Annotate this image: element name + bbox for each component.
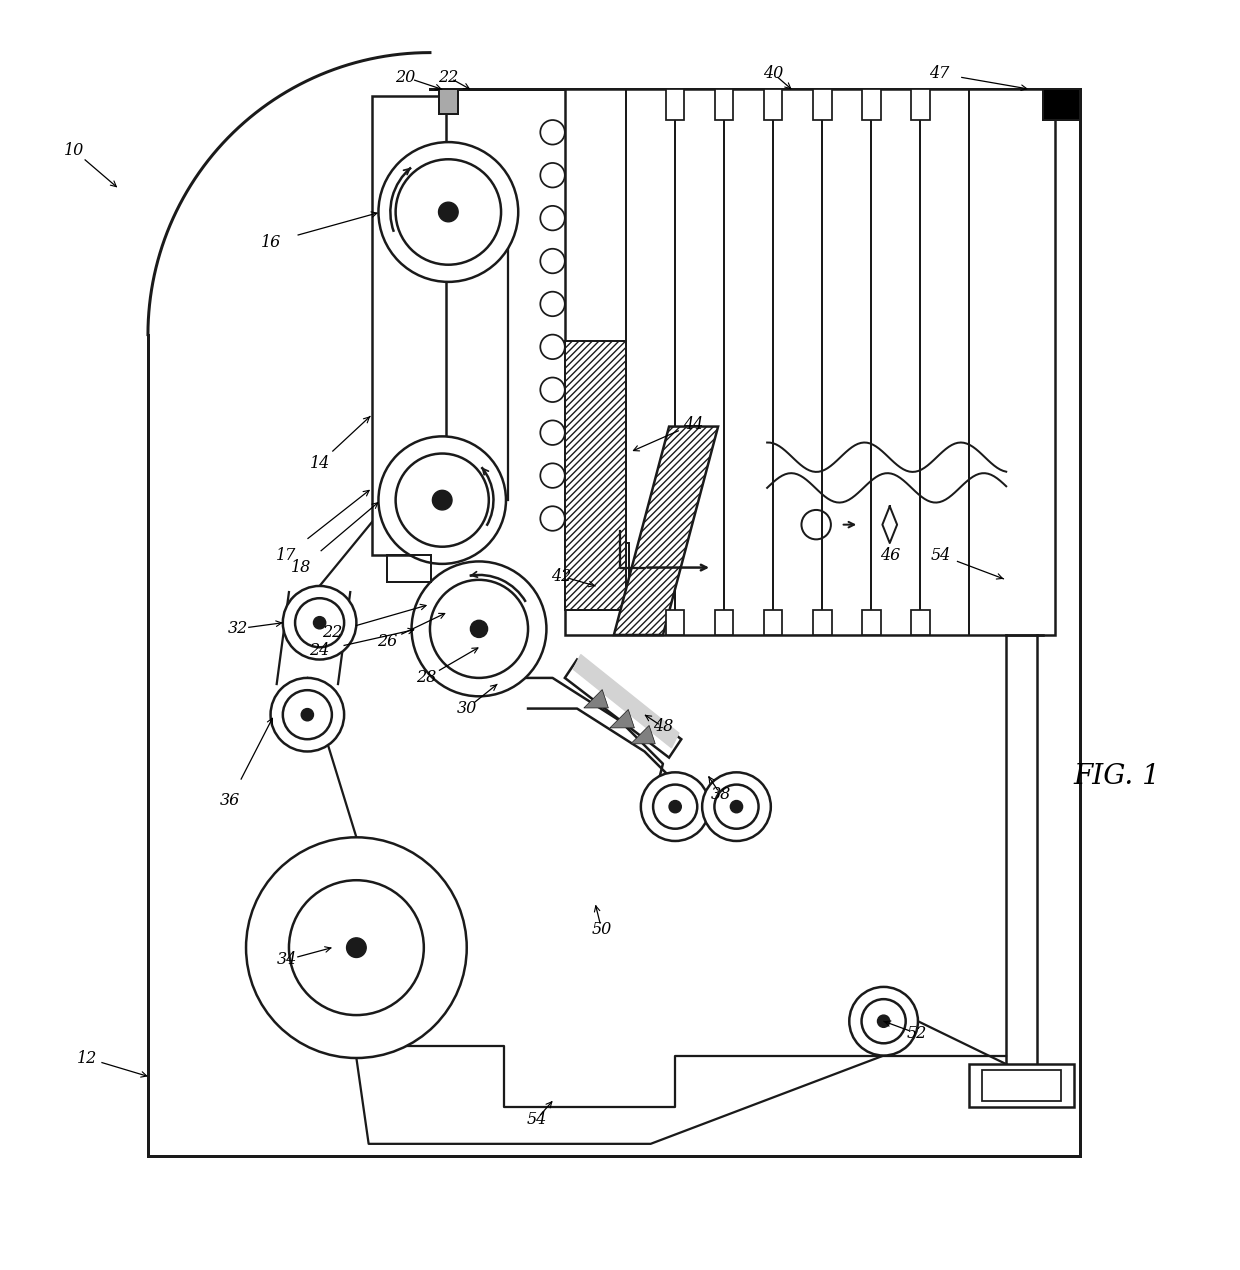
- Circle shape: [246, 837, 466, 1058]
- Bar: [387, 555, 432, 582]
- Text: 42: 42: [551, 568, 572, 584]
- Text: 46: 46: [879, 547, 900, 564]
- Bar: [715, 611, 733, 635]
- Circle shape: [541, 420, 565, 444]
- Circle shape: [541, 206, 565, 230]
- Circle shape: [378, 437, 506, 564]
- Bar: [666, 89, 684, 121]
- Circle shape: [670, 800, 681, 813]
- Circle shape: [346, 937, 366, 958]
- Circle shape: [541, 507, 565, 531]
- Bar: [862, 89, 880, 121]
- Circle shape: [541, 121, 565, 145]
- Circle shape: [541, 377, 565, 403]
- Bar: [862, 611, 880, 635]
- Circle shape: [541, 292, 565, 316]
- Text: 24: 24: [310, 643, 330, 659]
- Bar: [970, 1064, 1074, 1107]
- Circle shape: [702, 772, 771, 841]
- Text: 52: 52: [906, 1025, 926, 1041]
- Circle shape: [730, 800, 743, 813]
- Circle shape: [433, 490, 453, 511]
- Text: 47: 47: [929, 65, 949, 83]
- Circle shape: [314, 617, 326, 629]
- Circle shape: [849, 987, 918, 1055]
- Circle shape: [878, 1015, 890, 1027]
- Bar: [911, 611, 930, 635]
- Circle shape: [301, 709, 314, 721]
- Text: 16: 16: [260, 234, 280, 251]
- Text: 10: 10: [64, 142, 84, 159]
- Circle shape: [541, 334, 565, 359]
- Circle shape: [541, 163, 565, 188]
- Text: 17: 17: [277, 547, 296, 564]
- Circle shape: [283, 585, 356, 659]
- Text: 26: 26: [377, 632, 397, 650]
- Polygon shape: [610, 710, 635, 728]
- Text: 44: 44: [683, 415, 703, 433]
- Circle shape: [641, 772, 709, 841]
- Text: 12: 12: [77, 1049, 97, 1067]
- Bar: [764, 89, 782, 121]
- Text: 32: 32: [227, 620, 248, 638]
- Polygon shape: [573, 654, 678, 748]
- Bar: [1043, 89, 1080, 121]
- Text: FIG. 1: FIG. 1: [1073, 762, 1159, 790]
- Text: 14: 14: [310, 455, 330, 472]
- Polygon shape: [565, 340, 626, 611]
- Text: 18: 18: [291, 559, 311, 577]
- Circle shape: [541, 464, 565, 488]
- Bar: [813, 611, 832, 635]
- Bar: [982, 1071, 1061, 1101]
- Polygon shape: [614, 427, 718, 635]
- Text: 28: 28: [417, 669, 436, 686]
- Polygon shape: [631, 725, 655, 744]
- Text: 48: 48: [652, 719, 673, 735]
- Text: 38: 38: [711, 786, 730, 803]
- Bar: [715, 89, 733, 121]
- Bar: [764, 611, 782, 635]
- Circle shape: [270, 678, 345, 752]
- Circle shape: [412, 561, 547, 696]
- Bar: [372, 95, 446, 555]
- Text: 22: 22: [438, 69, 459, 85]
- Text: 36: 36: [219, 792, 241, 809]
- Circle shape: [439, 202, 458, 222]
- Circle shape: [541, 249, 565, 273]
- Text: 20: 20: [396, 69, 415, 85]
- Circle shape: [470, 620, 487, 638]
- Polygon shape: [584, 690, 609, 707]
- Bar: [565, 89, 1055, 635]
- Text: 30: 30: [456, 700, 477, 718]
- Text: 34: 34: [277, 951, 296, 969]
- Bar: [666, 611, 684, 635]
- Bar: [911, 89, 930, 121]
- Text: 22: 22: [321, 624, 342, 641]
- Text: 54: 54: [527, 1111, 547, 1128]
- Text: 50: 50: [591, 921, 611, 937]
- Bar: [813, 89, 832, 121]
- Text: 40: 40: [763, 65, 784, 83]
- Circle shape: [378, 142, 518, 282]
- Text: 54: 54: [931, 547, 951, 564]
- Polygon shape: [565, 659, 681, 758]
- Bar: [439, 89, 458, 114]
